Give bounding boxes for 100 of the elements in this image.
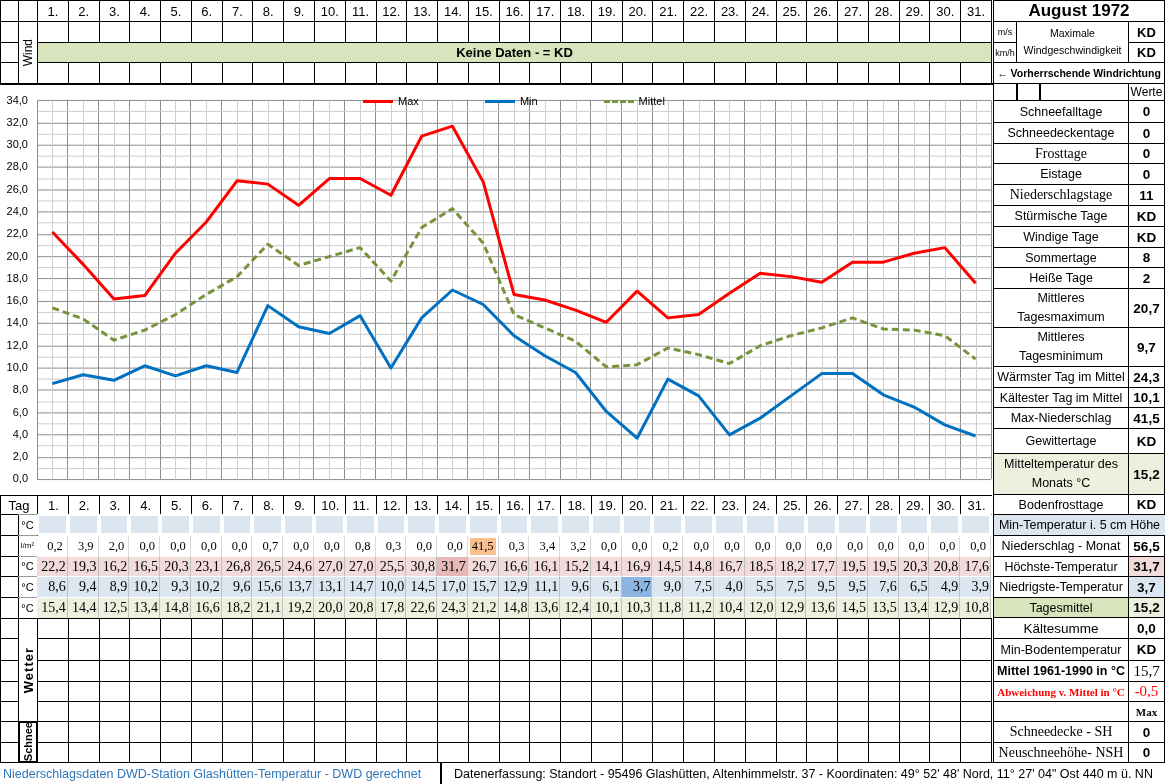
- text: °C: [21, 601, 34, 614]
- data-label: 27,0: [318, 558, 343, 575]
- text: 2,0: [108, 538, 125, 553]
- y-tick-label: 30,0: [6, 138, 28, 151]
- category-label: 12.: [382, 3, 401, 19]
- x-tick-label: 3.: [109, 497, 121, 513]
- text: 0,0: [231, 538, 248, 553]
- y-tick-label: 26,0: [6, 182, 28, 195]
- text: 0,0: [139, 538, 156, 553]
- data-label: 14,8: [502, 600, 528, 616]
- x-tick-label: 30.: [936, 497, 955, 513]
- data-label: 21,2: [472, 600, 497, 616]
- data-label: 26,7: [472, 558, 497, 575]
- text: 0,0: [447, 538, 463, 553]
- data-label: 10,3: [625, 600, 651, 616]
- category-label: 23.: [720, 3, 739, 19]
- category-label: Schneefalltage: [1019, 104, 1103, 119]
- x-tick-label: 23.: [721, 497, 740, 513]
- category-label: Eistage: [1040, 167, 1082, 181]
- category-label: 10.: [320, 3, 339, 19]
- category-label: 20.: [628, 3, 647, 19]
- x-tick-label: 1.: [47, 497, 59, 513]
- data-label: 13,7: [287, 579, 312, 595]
- text: 56,5: [1133, 538, 1160, 554]
- category-label: Gewittertage: [1025, 434, 1097, 448]
- category-label: Bodenfrosttage: [1018, 497, 1104, 512]
- data-label: 10,2: [195, 579, 220, 595]
- category-label: Abweichung v. Mittel in °C: [997, 685, 1125, 698]
- data-label: 9,4: [79, 579, 97, 595]
- data-label: 25,5: [379, 558, 405, 575]
- y-tick-label: 10,0: [6, 361, 28, 374]
- text: 0,0: [293, 538, 309, 553]
- category-label: 14.: [443, 3, 462, 19]
- data-label: 7,5: [786, 579, 805, 595]
- y-tick-label: 34,0: [6, 93, 28, 106]
- data-label: 17,0: [441, 579, 466, 595]
- y-tick-label: 32,0: [6, 115, 28, 128]
- category-label: 2.: [78, 3, 90, 19]
- category-label: 21.: [659, 3, 678, 19]
- x-tick-label: 24.: [752, 497, 771, 513]
- text: 0: [1142, 724, 1151, 740]
- category-label: 9.: [293, 3, 305, 19]
- category-label: 24.: [751, 3, 770, 19]
- data-label: 6,1: [602, 579, 620, 595]
- text: m/s: [997, 27, 1013, 37]
- text: 0,0: [201, 538, 217, 553]
- data-label: 31,7: [441, 558, 466, 575]
- text: 0,0: [324, 538, 340, 553]
- data-label: 16,6: [502, 558, 528, 575]
- x-tick-label: 29.: [906, 497, 925, 513]
- x-tick-label: 10.: [321, 497, 340, 513]
- data-label: 23,1: [195, 558, 220, 575]
- data-label: 12,9: [502, 579, 528, 595]
- category-label: 11.: [352, 3, 370, 19]
- category-label: Schneedecke - SH: [1009, 724, 1113, 740]
- data-label: 9,6: [232, 579, 251, 595]
- text: 24,3: [1133, 369, 1160, 385]
- text: 0,0: [816, 538, 833, 553]
- category-label: Tagesmittel: [1029, 600, 1093, 615]
- text: Datenerfassung: Standort - 95496 Glashütten, Altenhimmelstr. 37 - Koordinaten: 49° 52' 48' Nord, 11° 27' 04" Ost 440 m ü. NN: [454, 766, 1153, 781]
- category-label: Mittleres Tagesmaximum: [994, 289, 1128, 327]
- text: 41,5: [471, 538, 494, 553]
- legend-label: Min: [519, 95, 538, 107]
- data-label: 16,1: [533, 558, 559, 575]
- text: 9,7: [1137, 339, 1156, 355]
- data-label: 9,0: [663, 579, 682, 595]
- data-label: 17,6: [964, 558, 989, 575]
- category-label: 30.: [936, 3, 955, 19]
- data-label: 19,3: [72, 558, 97, 575]
- text: Maximale Windgeschwindigkeit: [1022, 26, 1123, 58]
- data-label: 15,4: [41, 600, 66, 616]
- data-label: 9,6: [571, 579, 589, 595]
- text: 0,0: [908, 538, 925, 553]
- x-tick-label: 19.: [598, 497, 617, 513]
- y-tick-label: 2,0: [12, 450, 28, 463]
- category-label: Sommertage: [1025, 250, 1097, 265]
- text: Werte: [1130, 85, 1163, 99]
- category-label: 17.: [536, 3, 555, 19]
- text: 3,7: [1137, 579, 1156, 595]
- data-label: 8,9: [109, 579, 128, 595]
- legend-label: Mittel: [638, 95, 665, 107]
- text: 0,0: [785, 538, 802, 553]
- text: Wetter: [20, 646, 36, 694]
- text: KD: [1136, 497, 1157, 512]
- text: 2: [1142, 270, 1151, 286]
- text: 3,4: [539, 538, 556, 553]
- category-label: 22.: [690, 3, 709, 19]
- category-label: Windige Tage: [1023, 230, 1099, 244]
- text: °C: [21, 518, 34, 531]
- x-tick-label: 6.: [201, 497, 213, 513]
- x-tick-label: 12.: [382, 497, 401, 513]
- data-label: 7,5: [694, 579, 713, 595]
- text: 15,2: [1133, 466, 1160, 482]
- data-label: 14,4: [72, 600, 97, 616]
- x-tick-label: 9.: [294, 497, 305, 513]
- text: 0,0: [693, 538, 710, 553]
- category-label: Mitteltemperatur des Monats °C: [994, 455, 1128, 493]
- data-label: 14,1: [595, 558, 620, 575]
- data-label: 13,6: [533, 600, 559, 616]
- text: Schnee: [22, 722, 34, 762]
